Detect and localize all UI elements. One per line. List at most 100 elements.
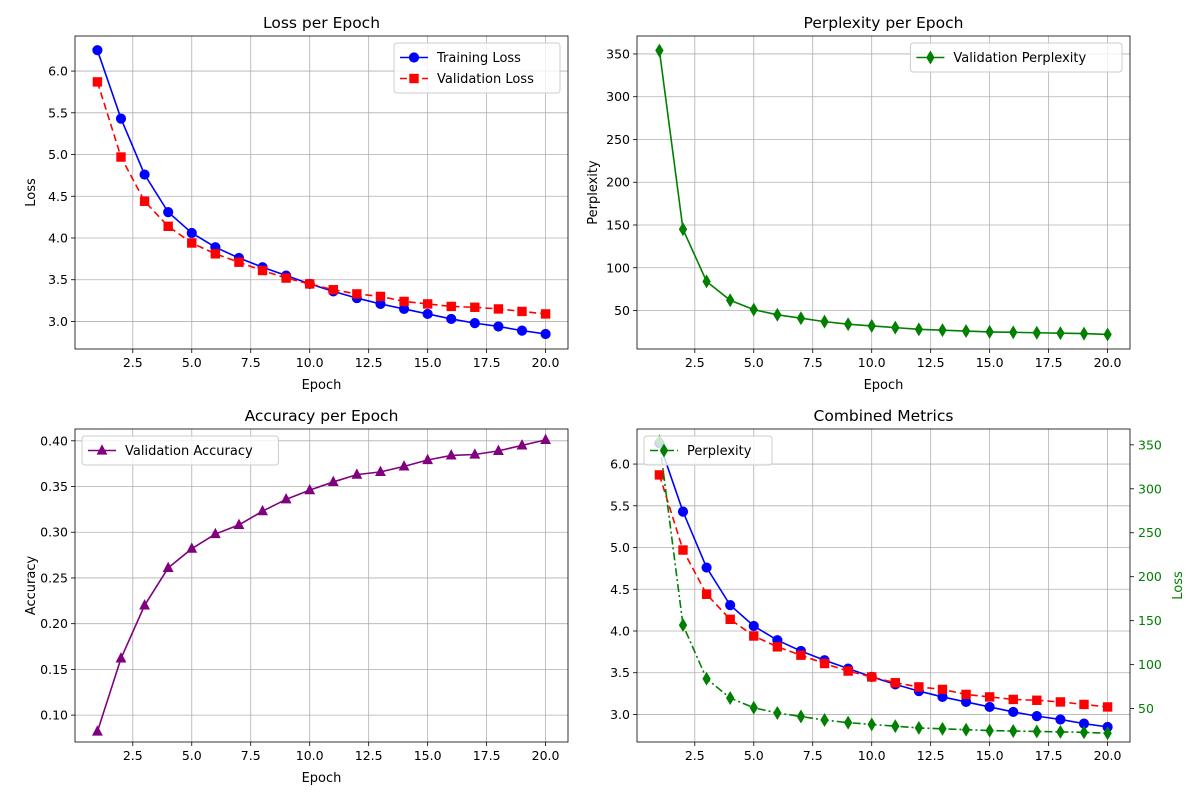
y2-tick-label: 150	[1138, 613, 1162, 628]
y-tick: 0.25	[40, 570, 75, 585]
data-point	[961, 689, 971, 700]
y-tick-label: 50	[614, 303, 630, 318]
y-tick-label: 4.5	[610, 582, 630, 597]
x-tick: 5.0	[744, 349, 764, 370]
data-point	[163, 207, 174, 218]
x-tick-label: 5.0	[182, 748, 202, 763]
x-tick-label: 20.0	[1094, 748, 1122, 763]
data-point	[540, 433, 552, 444]
y-tick-label: 100	[606, 260, 630, 275]
y-tick: 0.40	[40, 433, 75, 448]
x-tick-label: 17.5	[1035, 748, 1063, 763]
chart-title: Loss per Epoch	[263, 14, 380, 32]
data-point	[139, 599, 151, 610]
x-tick-label: 20.0	[1094, 355, 1122, 370]
y2-tick: 300	[1130, 481, 1162, 496]
data-point	[938, 323, 947, 338]
gridlines	[637, 429, 1130, 742]
data-point	[725, 293, 735, 308]
x-tick: 7.5	[803, 742, 823, 763]
x-tick: 20.0	[1094, 349, 1122, 370]
x-tick: 5.0	[744, 742, 764, 763]
data-point	[914, 682, 924, 692]
data-point	[1079, 326, 1089, 341]
data-point	[678, 545, 688, 555]
data-point	[351, 468, 363, 479]
data-point	[914, 322, 924, 337]
legend-swatch-marker	[408, 52, 420, 63]
data-point	[655, 43, 664, 58]
y-tick: 5.0	[48, 147, 75, 162]
y2-tick-label: 50	[1138, 701, 1154, 716]
legend-box	[643, 435, 773, 466]
x-tick-label: 15.0	[976, 355, 1004, 370]
legend-swatch-marker	[926, 50, 935, 65]
legend-box	[81, 435, 279, 466]
axes-frame	[636, 428, 1131, 743]
y-tick-label: 3.5	[48, 272, 68, 287]
x-tick: 5.0	[182, 349, 202, 370]
data-point	[470, 302, 480, 312]
y-tick: 4.0	[48, 230, 75, 245]
y-tick: 0.10	[40, 708, 75, 723]
x-tick: 17.5	[1035, 742, 1063, 763]
y-tick: 0.35	[40, 479, 75, 494]
data-point	[492, 444, 504, 455]
y-tick: 0.15	[40, 662, 75, 677]
y-tick-label: 0.20	[40, 616, 68, 631]
subplot-1: 2.5 5.0 7.5 10.0 12.5 15.0 17.5 20.0 3.0 3.5 4.0 4.…	[24, 14, 569, 393]
data-point	[1103, 726, 1112, 741]
y2-tick: 350	[1130, 437, 1162, 452]
data-point	[843, 317, 853, 332]
x-tick-label: 7.5	[803, 748, 823, 763]
y2-tick: 250	[1130, 525, 1162, 540]
x-tick: 15.0	[976, 349, 1004, 370]
y-tick-label: 4.0	[48, 230, 68, 245]
y-tick: 250	[606, 132, 637, 147]
chart-title: Accuracy per Epoch	[245, 407, 399, 425]
x-tick: 2.5	[685, 349, 705, 370]
data-point	[938, 721, 947, 736]
y-axis-label: Loss	[24, 178, 39, 207]
data-point	[116, 152, 126, 162]
data-point	[914, 720, 924, 735]
x-tick: 12.5	[917, 742, 945, 763]
x-tick: 20.0	[1094, 742, 1122, 763]
series-line	[658, 474, 1108, 708]
series-line	[96, 439, 546, 732]
data-point	[1008, 694, 1018, 705]
data-point	[375, 465, 386, 476]
x-tick: 7.5	[241, 349, 261, 370]
series-validation-loss	[92, 77, 551, 319]
data-point	[1055, 714, 1066, 725]
y-tick-label: 300	[606, 89, 630, 104]
data-point	[398, 460, 410, 471]
x-tick-label: 5.0	[744, 748, 764, 763]
y2-tick-label: 100	[1138, 657, 1162, 672]
data-point	[422, 299, 433, 309]
x-tick-label: 2.5	[123, 748, 143, 763]
y-tick-label: 0.10	[40, 708, 68, 723]
data-point	[796, 311, 806, 326]
y-tick: 3.5	[610, 665, 637, 680]
legend-label: Validation Loss	[437, 72, 534, 87]
legend-item: Perplexity	[650, 443, 752, 459]
gridlines	[75, 429, 568, 742]
data-point	[540, 328, 551, 340]
legend-label: Validation Accuracy	[125, 444, 253, 459]
y-tick: 300	[606, 89, 637, 104]
data-point	[677, 506, 689, 517]
x-tick: 20.0	[532, 349, 560, 370]
y-tick: 50	[614, 303, 637, 318]
data-point	[867, 672, 877, 682]
y-tick-label: 3.5	[610, 665, 630, 680]
data-point	[961, 722, 971, 737]
y-tick-label: 5.0	[48, 147, 68, 162]
x-tick: 17.5	[473, 349, 501, 370]
x-tick-label: 10.0	[296, 355, 324, 370]
y-tick: 0.30	[40, 525, 75, 540]
x-tick-label: 5.0	[182, 355, 202, 370]
data-point	[493, 321, 504, 332]
y-tick-label: 5.5	[48, 105, 68, 120]
